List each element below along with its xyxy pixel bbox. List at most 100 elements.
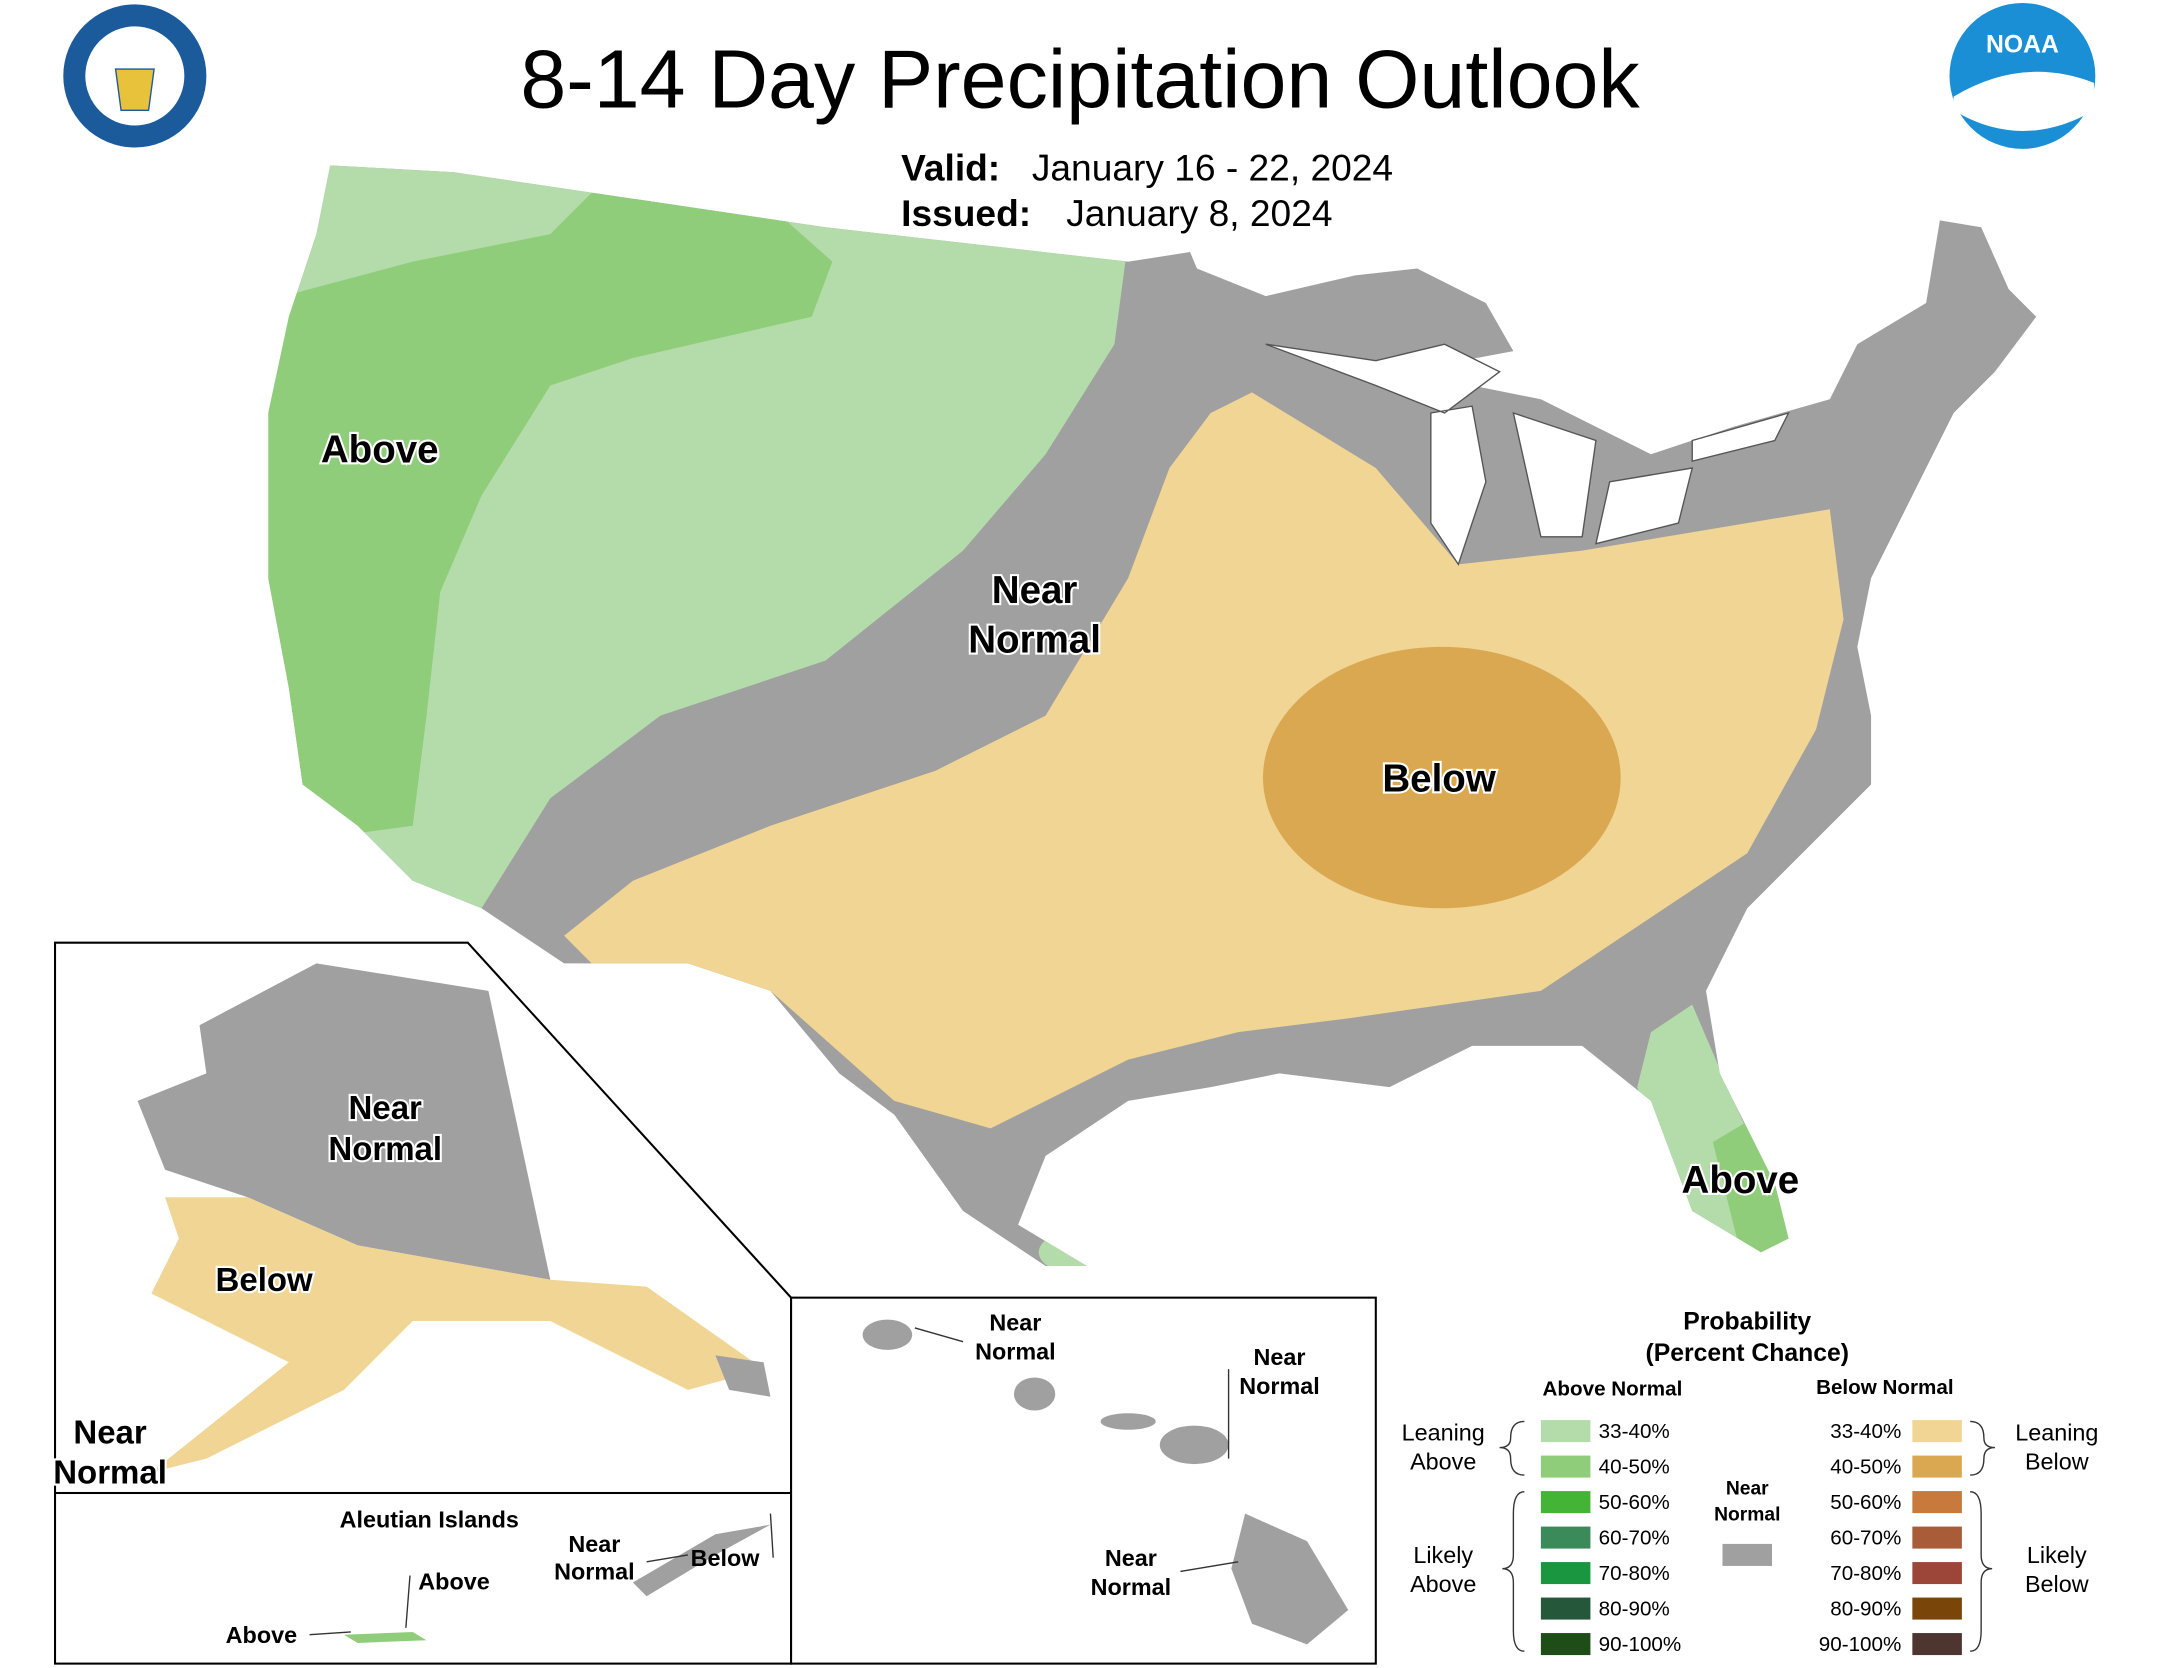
legend-item-label: 60-70%: [1599, 1526, 1670, 1549]
label-line: Near: [73, 1413, 147, 1450]
map-label: Near Normal: [975, 1310, 1056, 1365]
map-label: Near Normal: [328, 1089, 442, 1167]
leader-lines: [914, 1327, 1239, 1573]
label-line: Normal: [1091, 1574, 1172, 1600]
legend-swatch: [1540, 1633, 1591, 1656]
map-label: Near Normal: [1239, 1344, 1320, 1399]
label-line: Likely: [1413, 1542, 1473, 1568]
issued-label: Issued:: [901, 192, 1031, 234]
map-label: Below: [691, 1545, 761, 1571]
legend-swatch: [1912, 1633, 1962, 1656]
label-line: Above: [418, 1568, 489, 1594]
island: [1159, 1425, 1229, 1465]
label-line: Above: [1410, 1571, 1476, 1597]
label-line: Below: [1382, 757, 1496, 800]
map-label: Above: [1682, 1159, 1800, 1202]
legend-swatch: [1540, 1597, 1591, 1620]
issued-date: January 8, 2024: [1066, 192, 1332, 234]
alaska-panhandle: [715, 1355, 771, 1397]
label-line: Normal: [554, 1559, 635, 1585]
legend-subtitle: (Percent Chance): [1645, 1340, 1849, 1367]
label-line: Below: [2025, 1571, 2089, 1597]
map-label: Above: [418, 1568, 489, 1594]
label-line: Near: [992, 569, 1078, 612]
label-line: Normal: [975, 1339, 1056, 1365]
leader-lines: [309, 1513, 774, 1636]
legend-swatch: [1912, 1420, 1962, 1443]
valid-label: Valid:: [901, 146, 1000, 188]
great-lakes: [1265, 343, 1790, 566]
map-label: Above: [321, 429, 439, 472]
legend-near-normal: Near Normal: [1714, 1478, 1780, 1525]
legend-swatch: [1540, 1491, 1591, 1514]
legend-heading: Above Normal: [1543, 1377, 1683, 1400]
legend-swatch: [1540, 1526, 1591, 1549]
legend-item-label: 90-100%: [1599, 1633, 1682, 1656]
map-label: Below: [1382, 757, 1496, 800]
map-label: Near Normal: [554, 1531, 635, 1585]
legend-item-label: 60-70%: [1830, 1526, 1901, 1549]
legend-item-label: 33-40%: [1599, 1420, 1670, 1443]
legend-swatch: [1540, 1455, 1591, 1478]
legend-item-label: 90-100%: [1819, 1633, 1902, 1656]
label-line: Below: [216, 1261, 314, 1298]
legend-item-label: 80-90%: [1599, 1597, 1670, 1620]
map-label: Above: [226, 1622, 297, 1648]
legend-bracket: [1970, 1420, 1995, 1652]
label-line: Normal: [53, 1453, 167, 1490]
legend-item-label: 50-60%: [1830, 1491, 1901, 1514]
legend-swatch: [1912, 1526, 1962, 1549]
doc-seal-shield: [114, 68, 155, 112]
texas-leaning-above: [1038, 1230, 1122, 1266]
legend-group: Likely Below: [2025, 1542, 2089, 1597]
legend-swatch: [1540, 1420, 1591, 1443]
legend: Probability (Percent Chance) Above Norma…: [1402, 1308, 2099, 1656]
label-line: Normal: [328, 1130, 442, 1167]
label-line: Normal: [968, 618, 1101, 661]
legend-item-label: 80-90%: [1830, 1597, 1901, 1620]
valid-dates: January 16 - 22, 2024: [1032, 146, 1393, 188]
legend-item-label: 33-40%: [1830, 1420, 1901, 1443]
island: [1231, 1513, 1349, 1645]
legend-title: Probability: [1683, 1308, 1811, 1335]
island: [1013, 1377, 1056, 1411]
hawaii-islands: [862, 1319, 1349, 1645]
alaska-near-normal: [137, 963, 551, 1280]
label-line: Leaning: [2015, 1420, 2098, 1446]
label-line: Below: [2025, 1449, 2089, 1475]
legend-bracket: [1499, 1420, 1525, 1652]
legend-item-label: 70-80%: [1599, 1562, 1670, 1585]
legend-group: Leaning Above: [1402, 1420, 1485, 1475]
legend-swatch: [1912, 1562, 1962, 1585]
legend-item-label: 70-80%: [1830, 1562, 1901, 1585]
noaa-logo-wave: [1953, 71, 2094, 131]
legend-swatch: [1722, 1543, 1773, 1566]
label-line: Normal: [1714, 1505, 1780, 1526]
legend-group: Leaning Below: [2015, 1420, 2098, 1475]
label-line: Near: [1253, 1344, 1305, 1370]
legend-group: Likely Above: [1410, 1542, 1476, 1597]
leaning-below-region: [564, 392, 1844, 1129]
map-label: Near Normal: [1091, 1545, 1172, 1600]
island: [862, 1319, 913, 1350]
label-line: Above: [226, 1622, 297, 1648]
label-line: Near: [1726, 1478, 1769, 1499]
legend-swatch: [1912, 1455, 1962, 1478]
label-line: Above: [321, 429, 439, 472]
aleutian-title: Aleutian Islands: [340, 1506, 519, 1532]
label-line: Near: [989, 1310, 1041, 1336]
legend-heading: Below Normal: [1816, 1376, 1954, 1399]
label-line: Likely: [2027, 1542, 2087, 1568]
below-40-region: [1262, 646, 1621, 909]
above-40-region: [268, 192, 833, 854]
legend-item-label: 40-50%: [1830, 1455, 1901, 1478]
legend-item-label: 50-60%: [1599, 1491, 1670, 1514]
map-label: Near Normal: [53, 1413, 167, 1490]
island: [1100, 1413, 1156, 1430]
label-line: Above: [1682, 1159, 1800, 1202]
legend-swatch: [1912, 1597, 1962, 1620]
label-line: Near: [568, 1531, 620, 1557]
legend-swatch: [1912, 1491, 1962, 1514]
